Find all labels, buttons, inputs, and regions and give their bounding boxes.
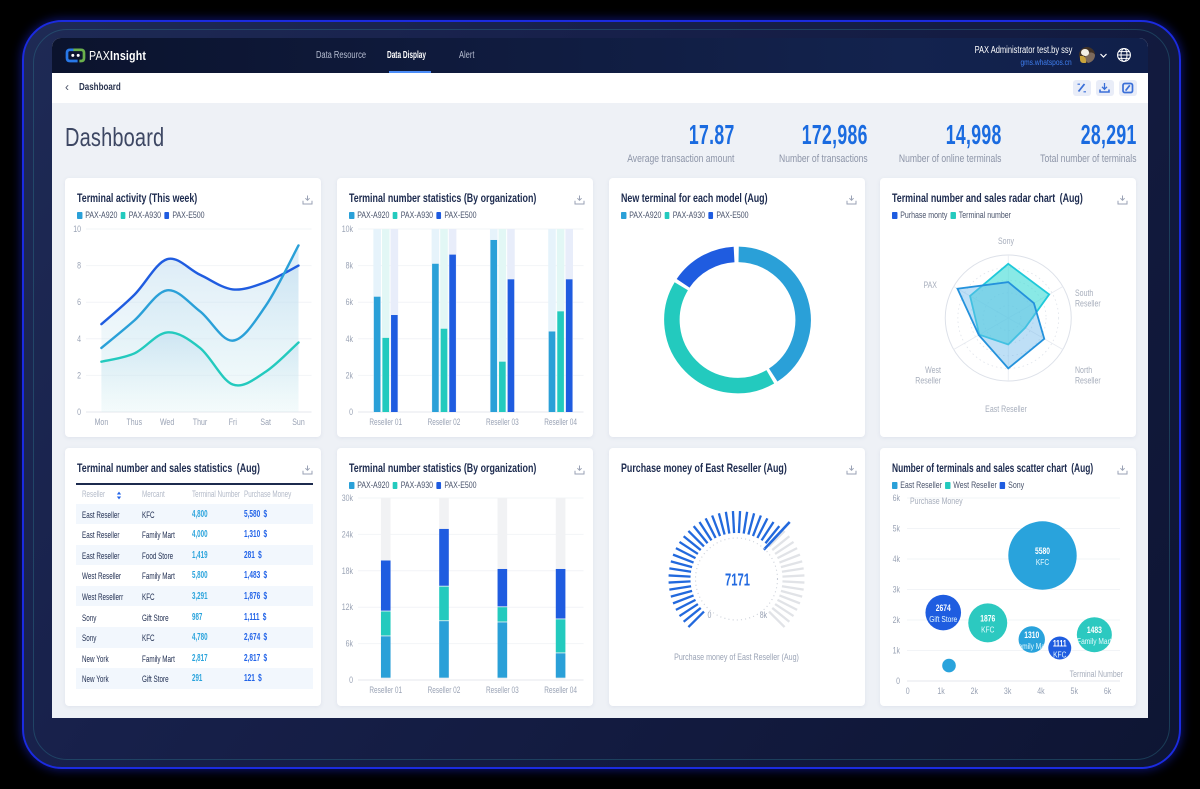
svg-text:Reseller 01: Reseller 01 <box>369 417 402 427</box>
svg-text:4k: 4k <box>1037 686 1045 696</box>
svg-text:2k: 2k <box>345 371 353 381</box>
svg-text:2k: 2k <box>893 615 901 625</box>
svg-text:1k: 1k <box>893 646 901 656</box>
svg-text:24k: 24k <box>341 530 353 540</box>
svg-text:4k: 4k <box>893 554 901 564</box>
svg-text:4: 4 <box>77 334 81 344</box>
svg-text:3k: 3k <box>1004 686 1012 696</box>
svg-text:Reseller 03: Reseller 03 <box>485 685 518 695</box>
svg-text:0: 0 <box>77 407 81 417</box>
svg-text:Wed: Wed <box>160 417 174 427</box>
svg-text:KFC: KFC <box>1036 557 1050 567</box>
svg-text:Thus: Thus <box>126 417 142 427</box>
svg-text:0: 0 <box>349 407 353 417</box>
svg-text:Family Mart: Family Mart <box>1014 641 1049 651</box>
svg-text:West: West <box>925 365 942 375</box>
svg-text:10: 10 <box>73 224 81 234</box>
svg-text:Purchase money of East Reselle: Purchase money of East Reseller (Aug) <box>674 651 799 662</box>
svg-text:6k: 6k <box>345 297 353 307</box>
svg-text:Gift Store: Gift Store <box>929 614 957 624</box>
svg-text:1k: 1k <box>937 686 945 696</box>
svg-text:Sat: Sat <box>260 417 271 427</box>
svg-text:1483: 1483 <box>1087 625 1102 635</box>
svg-text:8k: 8k <box>759 610 767 620</box>
svg-text:Reseller 04: Reseller 04 <box>544 417 577 427</box>
svg-text:30k: 30k <box>341 493 353 503</box>
svg-text:5k: 5k <box>893 524 901 534</box>
svg-text:Thur: Thur <box>193 417 208 427</box>
svg-text:Reseller 02: Reseller 02 <box>427 417 460 427</box>
svg-text:PAX: PAX <box>923 280 937 290</box>
svg-text:North: North <box>1075 365 1092 375</box>
svg-text:Fri: Fri <box>229 417 237 427</box>
svg-text:6k: 6k <box>1104 686 1112 696</box>
svg-text:Terminal Number: Terminal Number <box>1070 669 1124 679</box>
svg-text:Sony: Sony <box>998 236 1015 246</box>
svg-text:East Reseller: East Reseller <box>985 404 1027 414</box>
svg-text:2: 2 <box>77 371 81 381</box>
svg-text:Reseller: Reseller <box>1075 376 1101 386</box>
svg-text:4k: 4k <box>345 334 353 344</box>
svg-text:6k: 6k <box>345 639 353 649</box>
svg-text:18k: 18k <box>341 566 353 576</box>
svg-text:3k: 3k <box>893 585 901 595</box>
svg-text:Reseller: Reseller <box>915 376 941 386</box>
svg-text:6k: 6k <box>893 493 901 503</box>
svg-text:8: 8 <box>77 261 81 271</box>
svg-text:1111: 1111 <box>1053 639 1067 649</box>
svg-text:Reseller: Reseller <box>1075 299 1101 309</box>
svg-text:0: 0 <box>707 610 711 620</box>
svg-text:Purchase Money: Purchase Money <box>910 496 963 506</box>
svg-text:8k: 8k <box>345 261 353 271</box>
svg-text:2k: 2k <box>971 686 979 696</box>
svg-text:Mon: Mon <box>95 417 109 427</box>
svg-text:7171: 7171 <box>725 571 750 590</box>
svg-text:KFC: KFC <box>981 625 995 635</box>
svg-text:0: 0 <box>906 686 910 696</box>
svg-text:5580: 5580 <box>1035 546 1050 556</box>
svg-text:KFC: KFC <box>1053 650 1067 660</box>
svg-text:1310: 1310 <box>1024 630 1039 640</box>
svg-text:10k: 10k <box>341 224 353 234</box>
svg-text:0: 0 <box>896 676 900 686</box>
svg-text:Reseller 04: Reseller 04 <box>544 685 577 695</box>
svg-text:Reseller 03: Reseller 03 <box>485 417 518 427</box>
svg-text:6: 6 <box>77 297 81 307</box>
svg-text:South: South <box>1075 288 1093 298</box>
svg-text:Sun: Sun <box>292 417 304 427</box>
svg-text:0: 0 <box>349 675 353 685</box>
svg-text:12k: 12k <box>341 602 353 612</box>
svg-text:1876: 1876 <box>980 613 995 623</box>
svg-text:Reseller 01: Reseller 01 <box>369 685 402 695</box>
svg-text:5k: 5k <box>1071 686 1079 696</box>
svg-text:Reseller 02: Reseller 02 <box>427 685 460 695</box>
svg-text:2674: 2674 <box>936 603 951 613</box>
svg-text:Family Mart: Family Mart <box>1077 636 1112 646</box>
